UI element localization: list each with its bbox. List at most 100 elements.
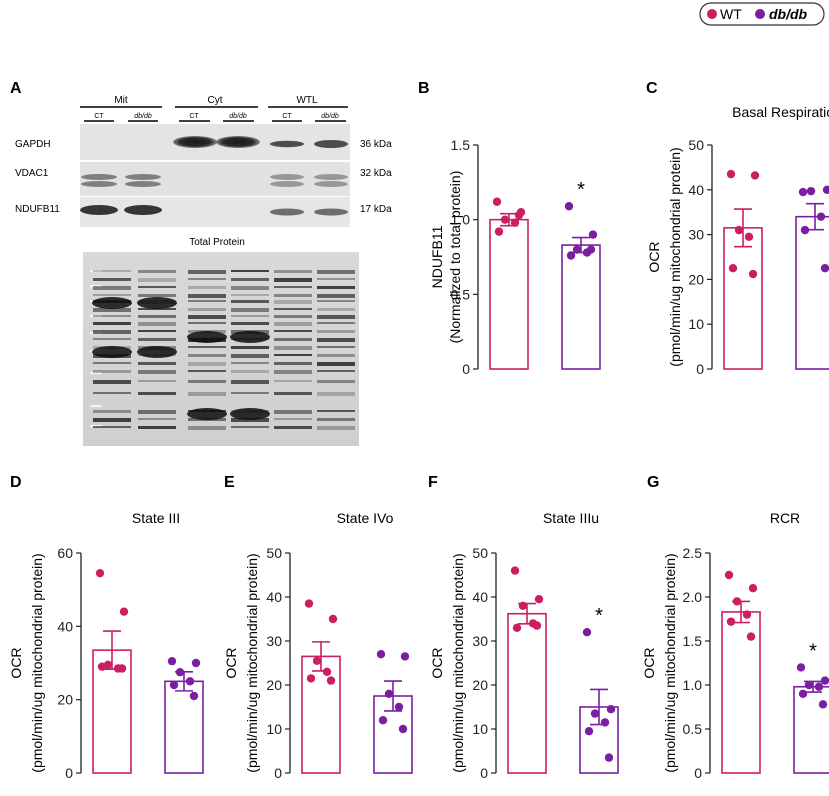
data-point: [376, 650, 386, 659]
gel-band: [317, 346, 355, 348]
gel-band: [274, 426, 312, 429]
gel-heavy-band: [137, 346, 177, 358]
y-tick-label: 1.5: [683, 633, 703, 649]
gel-band: [93, 330, 131, 334]
gel-band: [274, 410, 312, 414]
y-tick-label: 40: [472, 589, 488, 605]
y-axis-label: OCR: [641, 647, 657, 678]
gel-band: [231, 426, 269, 428]
gel-band: [317, 270, 355, 274]
data-point: [806, 186, 816, 196]
gel-band: [138, 362, 176, 365]
data-point: [532, 621, 542, 630]
gel-band: [317, 300, 355, 302]
gel-band: [274, 354, 312, 356]
y-tick-label: 10: [688, 316, 704, 332]
panel-letter: B: [418, 80, 430, 97]
gel-band: [93, 370, 131, 373]
gel-band: [231, 294, 269, 296]
data-point: [494, 227, 504, 236]
gel-band: [138, 270, 176, 273]
data-point: [378, 716, 388, 725]
chart-title: State III: [132, 510, 180, 526]
data-point: [400, 652, 410, 661]
blot-sub-cyt-db: db/db: [229, 113, 247, 120]
blot-group-headers: Mit Cyt WTL CT db/db CT db/db CT db/db: [80, 95, 348, 122]
y-tick-label: 0.5: [451, 286, 471, 302]
blot-sub-wtl-ct: CT: [282, 113, 292, 120]
gel-band: [188, 370, 226, 372]
gel-band: [188, 362, 226, 366]
gel-band: [231, 392, 269, 394]
gel-heavy-band: [187, 331, 227, 343]
legend-wt-marker: [707, 9, 717, 19]
gel-band: [138, 392, 176, 395]
significance-star: *: [595, 605, 603, 627]
data-point: [306, 674, 316, 683]
y-axis-label: NDUFB11: [429, 225, 445, 288]
gel-band: [274, 278, 312, 282]
chart-title: State IIIu: [543, 510, 599, 526]
data-point: [582, 628, 592, 637]
gel-band: [317, 392, 355, 396]
gel-band: [274, 392, 312, 395]
gel-band: [274, 315, 312, 318]
data-point: [590, 709, 600, 718]
data-point: [97, 662, 107, 671]
data-point: [384, 689, 394, 698]
gel-band: [274, 346, 312, 350]
blot-strip-ndufb11: [80, 197, 350, 227]
gel-band: [93, 392, 131, 394]
y-tick-label: 20: [688, 271, 704, 287]
data-point: [312, 656, 322, 665]
gel-band: [188, 294, 226, 298]
data-point: [818, 700, 828, 709]
gel-band: [274, 294, 312, 297]
data-point: [814, 682, 824, 691]
gel-band: [138, 286, 176, 288]
data-point: [820, 676, 829, 685]
data-point: [175, 667, 185, 677]
data-point: [586, 245, 596, 254]
y-axis-label: OCR: [646, 241, 662, 272]
gel-band: [93, 278, 131, 281]
data-point: [191, 658, 201, 668]
blot-row-label-vdac1: VDAC1: [15, 168, 49, 179]
data-point: [732, 597, 742, 606]
gel-band: [93, 362, 131, 364]
gel-heavy-band: [137, 297, 177, 309]
gel-band: [317, 354, 355, 357]
chart-panel-c: C Basal Respiration 0 10 20 30 40 50 OCR (pmol/mi…: [646, 80, 829, 377]
blot-sub-mit-ct: CT: [94, 113, 104, 120]
data-point: [588, 230, 598, 239]
y-tick-label: 50: [472, 545, 488, 561]
gel-band: [231, 380, 269, 384]
gel-band: [138, 322, 176, 326]
gel-band: [274, 300, 312, 304]
gel-heavy-band: [187, 408, 227, 420]
gel-band: [274, 322, 312, 326]
bar-wt: [723, 227, 763, 370]
gel-band: [188, 300, 226, 302]
y-tick-label: 1.0: [451, 212, 471, 228]
legend: WT db/db: [699, 2, 825, 26]
gel-band: [138, 380, 176, 382]
gel-band: [138, 315, 176, 318]
data-point: [748, 269, 758, 279]
gel-band: [231, 322, 269, 325]
panel-letter-a: A: [10, 80, 22, 97]
y-tick-label: 40: [57, 618, 73, 634]
y-tick-label: 50: [266, 545, 282, 561]
y-axis-label-secondary: (pmol/min/ug mitochondrial protein): [667, 147, 683, 366]
gel-ladder-band: [90, 315, 102, 318]
blot-row-label-gapdh: GAPDH: [15, 139, 51, 150]
data-point: [185, 677, 195, 686]
gel-ladder-band: [90, 270, 102, 273]
blot-row-size-vdac1: 32 kDa: [360, 168, 392, 179]
gel-band: [188, 392, 226, 396]
data-point: [564, 202, 574, 211]
gel-band: [317, 380, 355, 383]
data-point: [750, 171, 760, 180]
blot-sub-wtl-db: db/db: [321, 113, 339, 120]
